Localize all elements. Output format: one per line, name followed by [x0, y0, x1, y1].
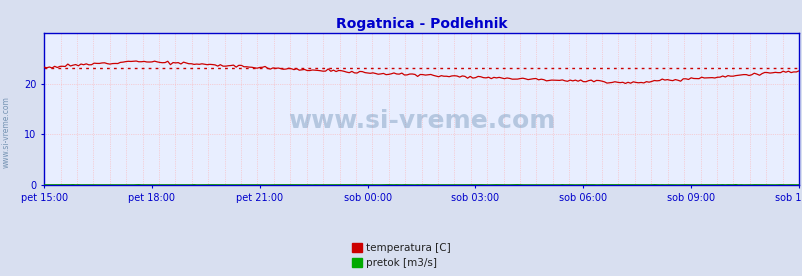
- Legend: temperatura [C], pretok [m3/s]: temperatura [C], pretok [m3/s]: [351, 243, 451, 268]
- Text: www.si-vreme.com: www.si-vreme.com: [287, 109, 555, 133]
- Title: Rogatnica - Podlehnik: Rogatnica - Podlehnik: [335, 17, 507, 31]
- Text: www.si-vreme.com: www.si-vreme.com: [2, 97, 11, 168]
